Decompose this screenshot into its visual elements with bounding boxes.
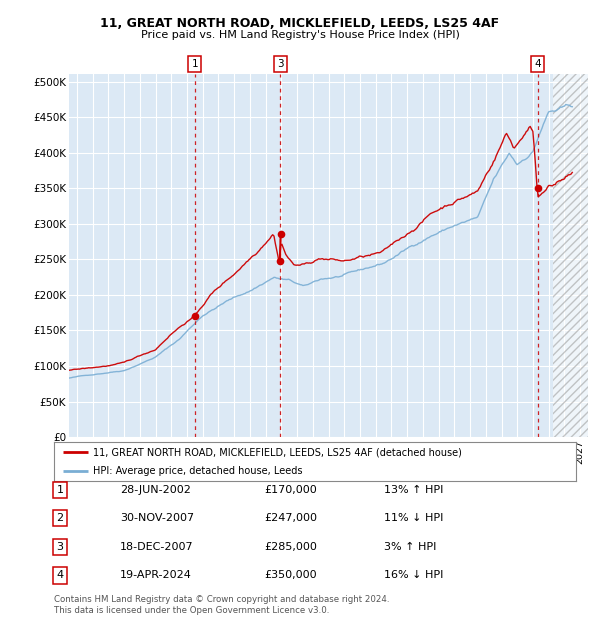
Text: 11, GREAT NORTH ROAD, MICKLEFIELD, LEEDS, LS25 4AF: 11, GREAT NORTH ROAD, MICKLEFIELD, LEEDS…: [100, 17, 500, 30]
Text: £285,000: £285,000: [264, 542, 317, 552]
Bar: [553, 74, 588, 437]
Text: 1: 1: [56, 485, 64, 495]
Text: £350,000: £350,000: [264, 570, 317, 580]
Text: 30-NOV-2007: 30-NOV-2007: [120, 513, 194, 523]
Text: HPI: Average price, detached house, Leeds: HPI: Average price, detached house, Leed…: [93, 466, 302, 476]
Text: 11, GREAT NORTH ROAD, MICKLEFIELD, LEEDS, LS25 4AF (detached house): 11, GREAT NORTH ROAD, MICKLEFIELD, LEEDS…: [93, 448, 462, 458]
Text: Price paid vs. HM Land Registry's House Price Index (HPI): Price paid vs. HM Land Registry's House …: [140, 30, 460, 40]
Text: £247,000: £247,000: [264, 513, 317, 523]
Text: £170,000: £170,000: [264, 485, 317, 495]
Text: 28-JUN-2002: 28-JUN-2002: [120, 485, 191, 495]
Text: 3% ↑ HPI: 3% ↑ HPI: [384, 542, 436, 552]
Text: 2: 2: [56, 513, 64, 523]
Text: 4: 4: [535, 59, 541, 69]
Text: 13% ↑ HPI: 13% ↑ HPI: [384, 485, 443, 495]
Text: 18-DEC-2007: 18-DEC-2007: [120, 542, 194, 552]
Text: 4: 4: [56, 570, 64, 580]
Text: 11% ↓ HPI: 11% ↓ HPI: [384, 513, 443, 523]
Text: 16% ↓ HPI: 16% ↓ HPI: [384, 570, 443, 580]
Text: 3: 3: [56, 542, 64, 552]
Text: 3: 3: [277, 59, 284, 69]
Text: 1: 1: [191, 59, 198, 69]
Text: Contains HM Land Registry data © Crown copyright and database right 2024.
This d: Contains HM Land Registry data © Crown c…: [54, 595, 389, 614]
Text: 19-APR-2024: 19-APR-2024: [120, 570, 192, 580]
